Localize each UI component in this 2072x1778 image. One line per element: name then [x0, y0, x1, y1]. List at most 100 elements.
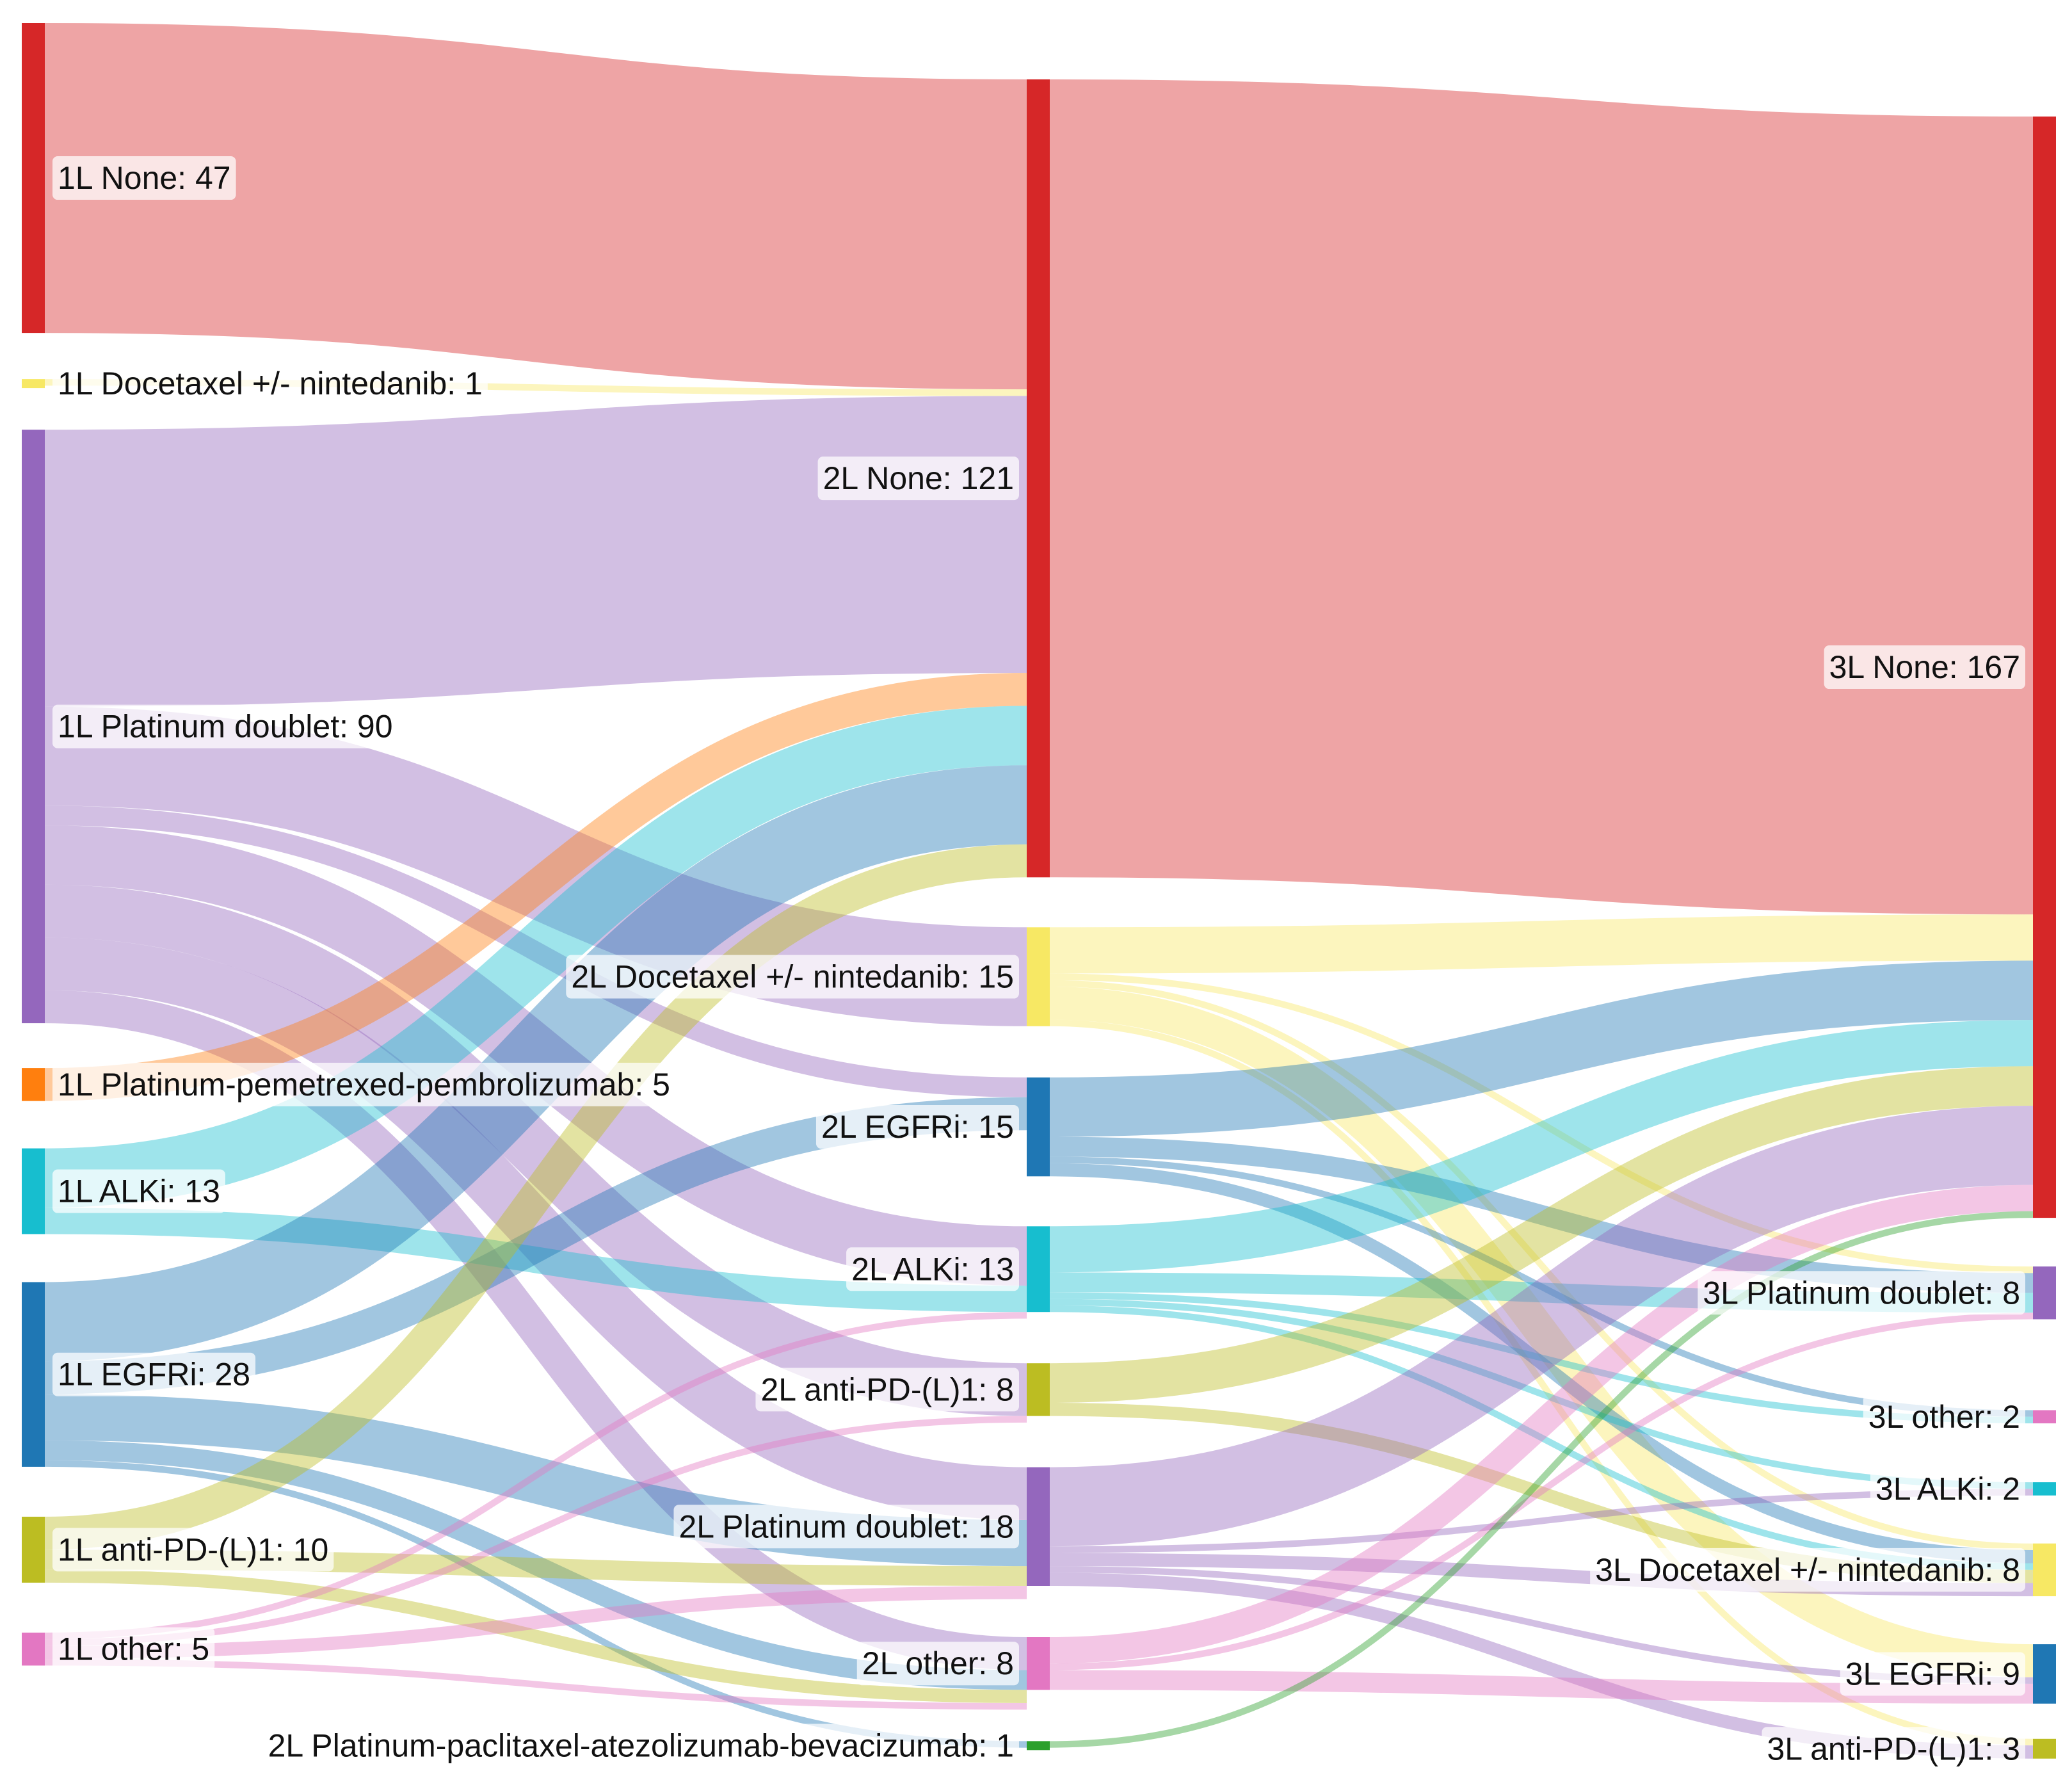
link-1L_Plat-to-2L_Plat[interactable] — [44, 937, 1027, 1520]
link-1L_Plat-to-2L_None[interactable] — [44, 396, 1027, 707]
node-label-2L_Doc: 2L Docetaxel +/- nintedanib: 15 — [571, 959, 1014, 995]
link-1L_Oth-to-2L_Oth[interactable] — [44, 1659, 1027, 1710]
link-2L_PD-to-3L_None[interactable] — [1049, 1066, 2034, 1403]
node-1L_Plat[interactable] — [22, 430, 45, 1024]
link-2L_ALK-to-3L_None[interactable] — [1049, 1020, 2034, 1273]
node-label-bg-2L_Oth — [856, 1642, 1019, 1686]
node-label-bg-2L_None — [817, 457, 1019, 501]
node-label-bg-2L_PPAB — [262, 1724, 1019, 1768]
node-label-2L_None: 2L None: 121 — [823, 460, 1014, 496]
link-2L_None-to-3L_None[interactable] — [1049, 79, 2034, 915]
node-label-bg-1L_Plat — [52, 704, 398, 748]
node-1L_EGFR[interactable] — [22, 1282, 45, 1467]
link-2L_Oth-to-3L_None[interactable] — [1049, 1184, 2034, 1664]
link-1L_Plat-to-2L_Oth[interactable] — [44, 990, 1027, 1670]
node-label-bg-2L_Plat — [673, 1505, 1019, 1549]
link-2L_Doc-to-3L_PD[interactable] — [1049, 1019, 2034, 1746]
node-2L_Doc[interactable] — [1027, 927, 1050, 1026]
link-1L_PPP-to-2L_None[interactable] — [44, 673, 1027, 1101]
link-2L_Doc-to-3L_EGFR[interactable] — [1049, 987, 2034, 1677]
link-1L_Oth-to-2L_ALK[interactable] — [44, 1312, 1027, 1640]
node-1L_None[interactable] — [22, 23, 45, 334]
node-label-3L_Plat: 3L Platinum doublet: 8 — [1703, 1275, 2020, 1311]
node-3L_ALK[interactable] — [2033, 1482, 2056, 1496]
link-1L_Plat-to-2L_PD[interactable] — [44, 884, 1027, 1416]
node-label-1L_Oth: 1L other: 5 — [58, 1631, 209, 1667]
node-label-3L_None: 3L None: 167 — [1829, 649, 2020, 685]
node-label-3L_Oth: 3L other: 2 — [1868, 1399, 2020, 1435]
link-1L_Plat-to-2L_ALK[interactable] — [44, 825, 1027, 1286]
node-label-3L_PD: 3L anti-PD-(L)1: 3 — [1767, 1731, 2020, 1766]
node-2L_None[interactable] — [1027, 79, 1050, 878]
nodes-layer — [22, 23, 2056, 1759]
link-2L_Doc-to-3L_Plat[interactable] — [1049, 973, 2034, 1273]
node-label-3L_ALK: 3L ALKi: 2 — [1875, 1471, 2020, 1507]
node-label-1L_PPP: 1L Platinum-pemetrexed-pembrolizumab: 5 — [58, 1067, 670, 1103]
node-3L_Plat[interactable] — [2033, 1266, 2056, 1320]
node-label-bg-1L_ALK — [52, 1169, 225, 1213]
node-label-3L_Doc: 3L Docetaxel +/- nintedanib: 8 — [1595, 1552, 2020, 1588]
node-label-bg-2L_EGFR — [815, 1105, 1019, 1149]
node-label-1L_None: 1L None: 47 — [58, 160, 231, 196]
node-label-2L_PPAB: 2L Platinum-paclitaxel-atezolizumab-beva… — [268, 1727, 1014, 1763]
node-3L_Oth[interactable] — [2033, 1410, 2056, 1424]
node-2L_PPAB[interactable] — [1027, 1741, 1050, 1750]
node-label-bg-1L_EGFR — [52, 1352, 256, 1396]
node-label-bg-1L_Doc — [52, 362, 488, 406]
node-label-2L_ALK: 2L ALKi: 13 — [851, 1251, 1014, 1287]
link-1L_PD-to-2L_Oth[interactable] — [44, 1569, 1027, 1703]
node-3L_PD[interactable] — [2033, 1738, 2056, 1759]
link-1L_EGFR-to-2L_Oth[interactable] — [44, 1440, 1027, 1690]
link-1L_Plat-to-2L_EGFR[interactable] — [44, 805, 1027, 1097]
node-label-bg-2L_Doc — [566, 955, 1019, 999]
link-1L_None-to-2L_None[interactable] — [44, 23, 1027, 390]
node-3L_None[interactable] — [2033, 117, 2056, 1218]
link-2L_Plat-to-3L_None[interactable] — [1049, 1106, 2034, 1547]
node-label-bg-2L_ALK — [846, 1247, 1019, 1291]
node-label-2L_Plat: 2L Platinum doublet: 18 — [679, 1508, 1014, 1544]
link-2L_EGFR-to-3L_None[interactable] — [1049, 960, 2034, 1137]
node-3L_EGFR[interactable] — [2033, 1644, 2056, 1704]
node-3L_Doc[interactable] — [2033, 1543, 2056, 1597]
link-2L_PPAB-to-3L_None[interactable] — [1049, 1211, 2034, 1748]
node-label-1L_PD: 1L anti-PD-(L)1: 10 — [58, 1532, 328, 1567]
link-1L_Oth-to-2L_Plat[interactable] — [44, 1586, 1027, 1660]
link-2L_ALK-to-3L_Oth[interactable] — [1049, 1292, 2034, 1424]
node-1L_Doc[interactable] — [22, 379, 45, 389]
link-1L_ALK-to-2L_ALK[interactable] — [44, 1208, 1027, 1313]
node-label-bg-3L_Doc — [1590, 1548, 2025, 1592]
link-2L_EGFR-to-3L_Oth[interactable] — [1049, 1156, 2034, 1417]
node-label-bg-1L_Oth — [52, 1627, 215, 1671]
link-1L_Oth-to-2L_PD[interactable] — [44, 1416, 1027, 1646]
node-1L_PD[interactable] — [22, 1516, 45, 1583]
node-2L_Oth[interactable] — [1027, 1637, 1050, 1690]
node-label-bg-1L_PPP — [52, 1062, 675, 1106]
node-2L_Plat[interactable] — [1027, 1467, 1050, 1586]
link-2L_Oth-to-3L_Plat[interactable] — [1049, 1313, 2034, 1670]
node-label-3L_EGFR: 3L EGFRi: 9 — [1845, 1656, 2020, 1692]
node-label-1L_Plat: 1L Platinum doublet: 90 — [58, 709, 393, 745]
node-2L_PD[interactable] — [1027, 1363, 1050, 1416]
node-label-bg-3L_ALK — [1870, 1467, 2025, 1511]
link-2L_EGFR-to-3L_Doc[interactable] — [1049, 1163, 2034, 1564]
link-1L_PD-to-2L_None[interactable] — [44, 844, 1027, 1550]
node-2L_ALK[interactable] — [1027, 1226, 1050, 1313]
node-label-bg-3L_EGFR — [1840, 1652, 2025, 1696]
node-1L_PPP[interactable] — [22, 1068, 45, 1101]
node-label-2L_PD: 2L anti-PD-(L)1: 8 — [760, 1371, 1014, 1407]
link-2L_Doc-to-3L_None[interactable] — [1049, 914, 2034, 974]
link-1L_ALK-to-2L_None[interactable] — [44, 706, 1027, 1208]
node-label-1L_Doc: 1L Docetaxel +/- nintedanib: 1 — [58, 366, 483, 401]
node-label-bg-3L_Oth — [1863, 1394, 2025, 1439]
node-1L_ALK[interactable] — [22, 1148, 45, 1234]
node-label-bg-3L_PD — [1762, 1727, 2025, 1771]
node-2L_EGFR[interactable] — [1027, 1077, 1050, 1177]
node-1L_Oth[interactable] — [22, 1632, 45, 1666]
node-label-1L_ALK: 1L ALKi: 13 — [58, 1174, 220, 1209]
node-label-bg-3L_Plat — [1698, 1271, 2025, 1315]
link-2L_Doc-to-3L_Doc[interactable] — [1049, 980, 2034, 1550]
link-2L_ALK-to-3L_ALK[interactable] — [1049, 1298, 2034, 1489]
node-label-bg-2L_PD — [755, 1368, 1019, 1412]
link-2L_Plat-to-3L_ALK[interactable] — [1049, 1489, 2034, 1553]
